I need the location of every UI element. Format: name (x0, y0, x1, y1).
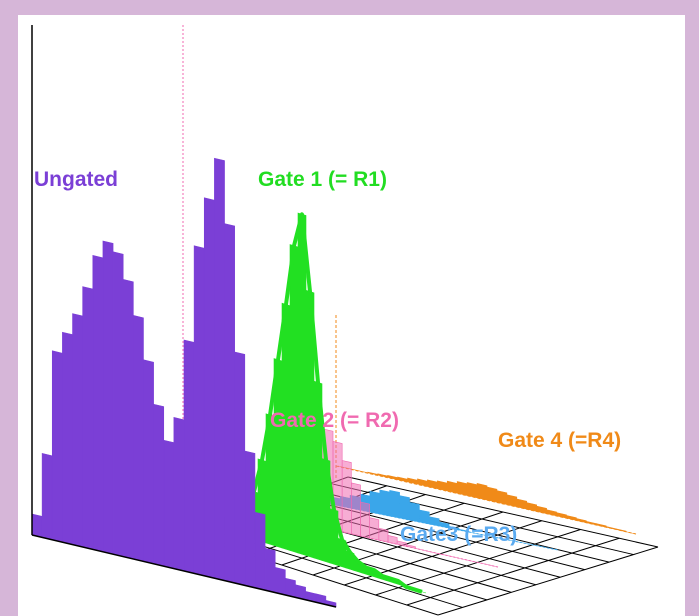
grid-col-line (437, 546, 659, 616)
histogram-bar (41, 453, 53, 541)
histogram-bar (387, 475, 398, 480)
histogram-bar (214, 157, 225, 581)
histogram-bar (153, 403, 165, 567)
histogram-bar (438, 521, 450, 529)
histogram-bar (72, 313, 83, 548)
histogram-bar (163, 439, 175, 569)
histogram-bar (369, 517, 380, 541)
histogram-bar (424, 550, 434, 553)
histogram-bar (536, 505, 547, 514)
histogram-bar (446, 480, 458, 494)
histogram-bar (428, 516, 440, 527)
histogram-bar (486, 486, 498, 503)
histogram-bar (479, 562, 489, 566)
histogram-bar (341, 460, 352, 535)
histogram-bar (31, 513, 43, 538)
histogram-3d-chart: Ungated Gate 1 (= R1) Gate 2 (= R2) Gate… (31, 25, 659, 616)
histogram-bar (419, 509, 430, 525)
histogram-bar (526, 502, 537, 512)
histogram-bar (387, 535, 398, 545)
label-gate4: Gate 4 (=R4) (498, 429, 621, 452)
histogram-bar (289, 244, 299, 554)
histogram-bar (476, 483, 488, 501)
histogram-bar (203, 197, 215, 579)
histogram-bar (183, 339, 195, 574)
histogram-bar (305, 289, 315, 559)
histogram-bar (397, 476, 408, 483)
histogram-bar (143, 359, 154, 565)
histogram-bar (399, 495, 410, 521)
histogram-bar (122, 279, 134, 560)
histogram-bar (407, 477, 418, 485)
label-ungated: Ungated (34, 168, 118, 191)
histogram-bar (458, 528, 470, 533)
histogram-bar (496, 490, 508, 505)
histogram-bar (378, 527, 389, 543)
histogram-bar (456, 481, 468, 496)
histogram-bar (548, 547, 559, 551)
histogram-bar (625, 531, 637, 535)
histogram-bar (173, 417, 185, 572)
histogram-bar (546, 509, 557, 517)
histogram-bar (556, 512, 567, 519)
histogram-bar (488, 564, 499, 568)
histogram-bar (254, 511, 266, 591)
histogram-bar (506, 494, 518, 508)
histogram-bar (576, 518, 587, 524)
histogram-bar (351, 482, 361, 537)
histogram-bar (615, 528, 627, 533)
histogram-bar (379, 489, 391, 517)
histogram-bar (406, 544, 416, 549)
histogram-bar (285, 577, 296, 598)
histogram-bar (234, 351, 246, 586)
histogram-bar (193, 245, 205, 577)
histogram-bar (466, 482, 478, 499)
histogram-bar (516, 498, 528, 510)
histogram-bar (442, 554, 453, 557)
histogram-bar (297, 212, 307, 556)
histogram-bar (595, 523, 607, 528)
histogram-bar (264, 547, 276, 593)
histogram-bar (452, 556, 462, 560)
histogram-bar (102, 240, 114, 555)
x-axis-line (31, 534, 337, 608)
series-ungated (31, 157, 337, 608)
label-gate2: Gate 2 (= R2) (270, 409, 399, 432)
histogram-bar (415, 548, 425, 551)
histogram-bar (586, 520, 597, 526)
histogram-bar (605, 526, 617, 530)
axes (31, 25, 337, 608)
label-gate3: Gate3 (=R3) (400, 523, 517, 546)
histogram-bar (389, 490, 400, 519)
chart-frame: Ungated Gate 1 (= R1) Gate 2 (= R2) Gate… (18, 15, 685, 616)
histogram-bar (396, 540, 407, 547)
grid-col-line (406, 537, 620, 606)
histogram-bar (82, 286, 94, 550)
histogram-bar (133, 315, 144, 562)
histogram-bar (51, 350, 63, 543)
histogram-bar (274, 567, 286, 596)
histogram-bar (360, 501, 370, 539)
histogram-bar (313, 380, 323, 561)
histogram-bar (92, 255, 104, 553)
histogram-bar (369, 490, 381, 515)
histogram-bar (448, 526, 460, 531)
histogram-bar (112, 251, 124, 557)
histogram-bar (461, 558, 471, 562)
histogram-bar (62, 331, 73, 545)
histogram-bar (244, 450, 256, 589)
histogram-bar (224, 223, 235, 584)
histogram-bar (566, 515, 577, 521)
label-gate1: Gate 1 (= R1) (258, 168, 387, 191)
histogram-bar (409, 502, 420, 523)
